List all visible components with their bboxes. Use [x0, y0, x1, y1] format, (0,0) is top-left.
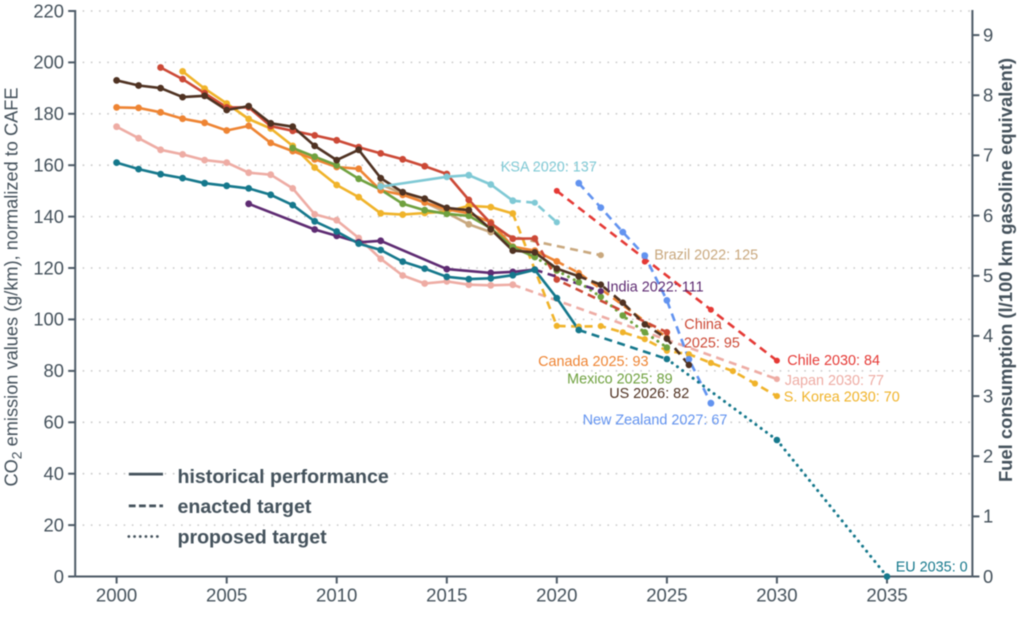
svg-text:7: 7: [983, 145, 993, 166]
svg-text:2020: 2020: [536, 585, 577, 606]
svg-text:2: 2: [983, 446, 993, 467]
svg-text:enacted target: enacted target: [178, 496, 312, 518]
svg-text:1: 1: [983, 506, 993, 527]
svg-text:100: 100: [33, 309, 64, 330]
svg-text:160: 160: [33, 155, 64, 176]
svg-text:historical performance: historical performance: [178, 466, 389, 488]
svg-text:2035: 2035: [866, 585, 907, 606]
svg-text:9: 9: [983, 24, 993, 45]
svg-text:Japan 2030: 77: Japan 2030: 77: [785, 373, 884, 389]
svg-text:S. Korea 2030: 70: S. Korea 2030: 70: [784, 390, 900, 406]
svg-text:2025: 95: 2025: 95: [684, 336, 740, 352]
svg-text:5: 5: [983, 265, 993, 286]
svg-text:80: 80: [44, 360, 64, 381]
svg-text:2010: 2010: [316, 585, 357, 606]
svg-text:200: 200: [33, 52, 64, 73]
svg-text:20: 20: [44, 514, 64, 535]
svg-text:US 2026: 82: US 2026: 82: [609, 386, 689, 402]
svg-text:0: 0: [54, 566, 64, 587]
svg-text:EU 2035: 0: EU 2035: 0: [896, 560, 968, 576]
svg-text:3: 3: [983, 385, 993, 406]
svg-text:Canada 2025: 93: Canada 2025: 93: [538, 354, 648, 370]
svg-text:Chile 2030: 84: Chile 2030: 84: [787, 353, 880, 369]
svg-text:6: 6: [983, 205, 993, 226]
svg-text:China: China: [684, 317, 722, 333]
svg-text:KSA 2020: 137: KSA 2020: 137: [501, 160, 597, 176]
svg-text:India 2022: 111: India 2022: 111: [607, 280, 704, 296]
svg-text:Brazil 2022: 125: Brazil 2022: 125: [654, 247, 758, 263]
svg-text:2005: 2005: [206, 585, 247, 606]
svg-text:Fuel consumption (l/100 km gas: Fuel consumption (l/100 km gasoline equi…: [995, 58, 1016, 482]
svg-text:2000: 2000: [96, 585, 137, 606]
svg-text:Mexico 2025: 89: Mexico 2025: 89: [567, 372, 673, 388]
svg-text:proposed target: proposed target: [178, 527, 328, 549]
svg-text:0: 0: [983, 566, 993, 587]
svg-text:40: 40: [44, 463, 64, 484]
svg-text:220: 220: [33, 0, 64, 21]
svg-text:2015: 2015: [426, 585, 467, 606]
svg-text:180: 180: [33, 103, 64, 124]
svg-text:140: 140: [33, 206, 64, 227]
svg-text:120: 120: [33, 257, 64, 278]
svg-text:60: 60: [44, 412, 64, 433]
svg-text:8: 8: [983, 85, 993, 106]
svg-text:4: 4: [983, 325, 993, 346]
svg-text:2030: 2030: [756, 585, 797, 606]
svg-text:New Zealand 2027: 67: New Zealand 2027: 67: [583, 413, 728, 429]
svg-text:CO2 emission values (g/km), no: CO2 emission values (g/km), normalized t…: [2, 88, 25, 487]
svg-text:2025: 2025: [646, 585, 687, 606]
